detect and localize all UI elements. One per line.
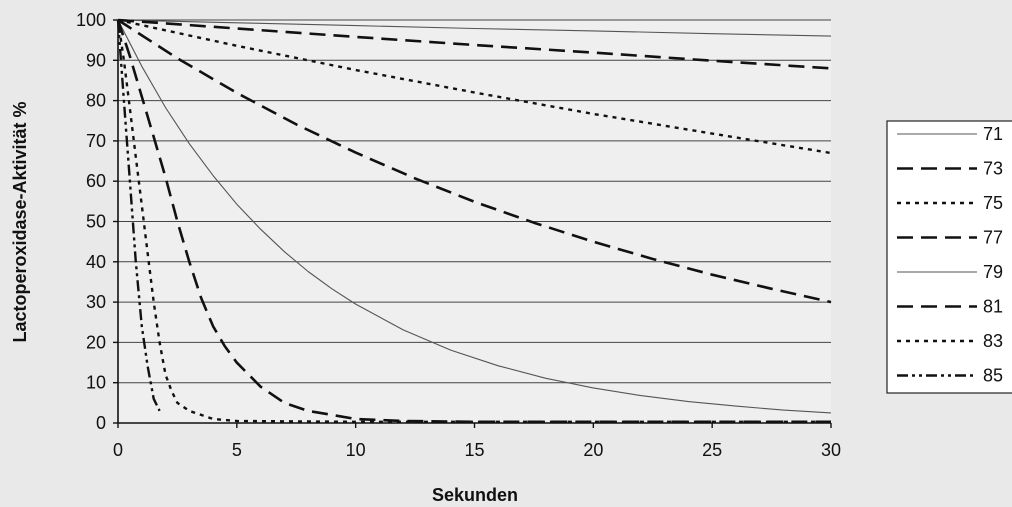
- gridlines: [118, 19, 831, 423]
- legend-label-71: 71: [983, 124, 1003, 144]
- x-axis-title: Sekunden: [432, 485, 518, 505]
- y-tick-label-60: 60: [86, 171, 106, 191]
- legend: 71 73 75 77 79 81 83 85: [886, 120, 1012, 394]
- legend-label-77: 77: [983, 228, 1003, 248]
- y-tick-label-30: 30: [86, 292, 106, 312]
- y-tick-label-0: 0: [96, 413, 106, 433]
- x-tick-label-0: 0: [113, 440, 123, 460]
- y-tick-labels: 0 10 20 30 40 50 60 70 80 90 100: [76, 10, 118, 433]
- y-tick-label-10: 10: [86, 373, 106, 393]
- x-tick-label-5: 5: [232, 440, 242, 460]
- x-tick-label-30: 30: [821, 440, 841, 460]
- y-axis-title: Lactoperoxidase-Aktivität %: [10, 101, 30, 342]
- x-tick-labels: 0 5 10 15 20 25 30: [113, 423, 841, 460]
- series-lines: [116, 18, 832, 424]
- legend-label-73: 73: [983, 159, 1003, 179]
- y-tick-label-100: 100: [76, 10, 106, 30]
- legend-label-81: 81: [983, 297, 1003, 317]
- legend-label-85: 85: [983, 366, 1003, 386]
- legend-box: [886, 120, 1012, 394]
- series-line-85: [116, 19, 161, 412]
- legend-label-83: 83: [983, 331, 1003, 351]
- series-line-79: [117, 19, 832, 414]
- y-tick-label-20: 20: [86, 332, 106, 352]
- x-tick-label-15: 15: [464, 440, 484, 460]
- x-tick-label-20: 20: [583, 440, 603, 460]
- y-tick-label-80: 80: [86, 91, 106, 111]
- legend-label-79: 79: [983, 262, 1003, 282]
- y-tick-label-90: 90: [86, 50, 106, 70]
- y-tick-label-40: 40: [86, 252, 106, 272]
- y-tick-label-70: 70: [86, 131, 106, 151]
- series-line-77: [117, 18, 832, 304]
- y-tick-label-50: 50: [86, 212, 106, 232]
- x-tick-label-10: 10: [346, 440, 366, 460]
- series-line-81: [116, 19, 831, 424]
- series-line-75: [117, 18, 832, 155]
- x-tick-label-25: 25: [702, 440, 722, 460]
- series-line-83: [116, 19, 831, 423]
- axes: [117, 20, 831, 424]
- legend-label-75: 75: [983, 193, 1003, 213]
- series-line-71: [117, 19, 832, 37]
